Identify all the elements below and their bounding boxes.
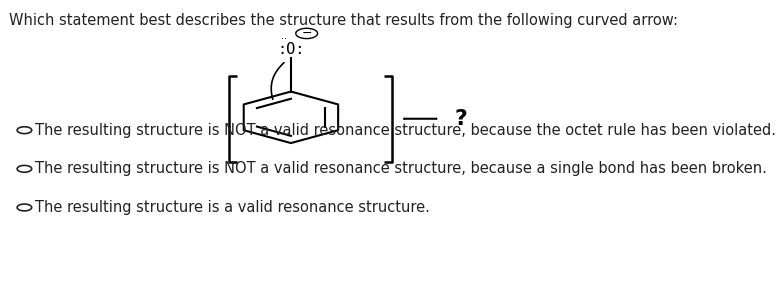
Text: The resulting structure is a valid resonance structure.: The resulting structure is a valid reson… <box>35 200 429 215</box>
Text: ?: ? <box>454 109 467 129</box>
FancyArrowPatch shape <box>271 63 284 99</box>
Text: −: − <box>301 27 312 40</box>
Text: Which statement best describes the structure that results from the following cur: Which statement best describes the struc… <box>9 13 679 28</box>
Text: The resulting structure is NOT a valid resonance structure, because a single bon: The resulting structure is NOT a valid r… <box>35 161 767 176</box>
Text: :O:: :O: <box>277 42 305 57</box>
Text: The resulting structure is NOT a valid resonance structure, because the octet ru: The resulting structure is NOT a valid r… <box>35 123 776 138</box>
Text: ··: ·· <box>280 34 287 44</box>
